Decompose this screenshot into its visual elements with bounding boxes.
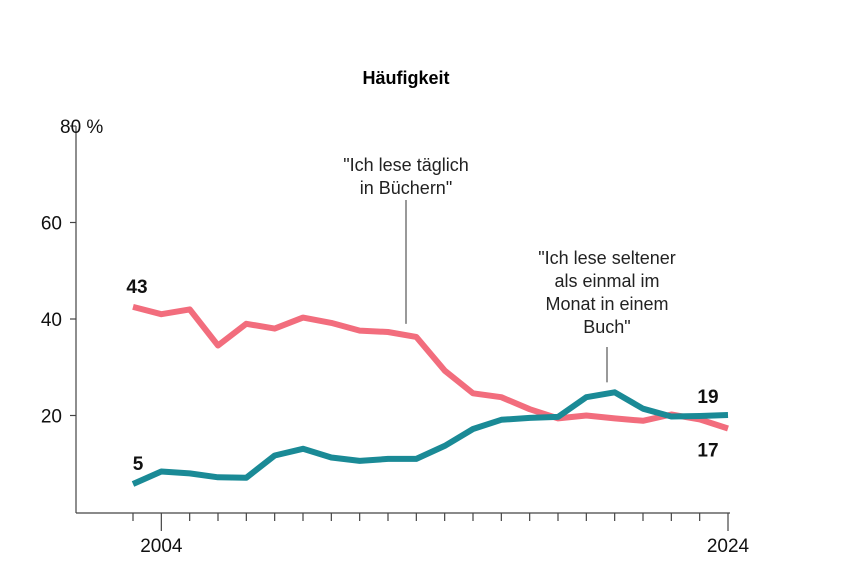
y-tick-label: 40 <box>41 310 62 331</box>
chart-title: Häufigkeit <box>362 68 449 88</box>
x-tick-label: 2004 <box>140 536 183 557</box>
y-tick-label: 20 <box>41 407 62 428</box>
annotation-2-line: Buch" <box>583 317 630 337</box>
labels: 43 5 19 17 "Ich lese täglich in Büchern" "Ich … <box>126 155 718 475</box>
annotation-1-line: in Büchern" <box>360 178 452 198</box>
series-line-1 <box>132 303 729 432</box>
series-lines <box>131 303 729 487</box>
series-line-2 <box>131 389 729 487</box>
end-label-series-1: 17 <box>697 441 718 462</box>
axes: 20 40 60 80 % 2004 2024 <box>41 117 750 557</box>
start-label-series-1: 43 <box>126 277 147 298</box>
annotation-2-line: Monat in einem <box>545 294 668 314</box>
x-tick-label: 2024 <box>707 536 750 557</box>
y-tick-label: 60 <box>41 214 62 235</box>
start-label-series-2: 5 <box>133 454 144 475</box>
annotation-2-line: "Ich lese seltener <box>538 248 675 268</box>
annotation-2-line: als einmal im <box>554 271 659 291</box>
end-label-series-2: 19 <box>697 387 718 408</box>
y-tick-label: 80 % <box>60 117 103 138</box>
annotation-1-line: "Ich lese täglich <box>343 155 468 175</box>
